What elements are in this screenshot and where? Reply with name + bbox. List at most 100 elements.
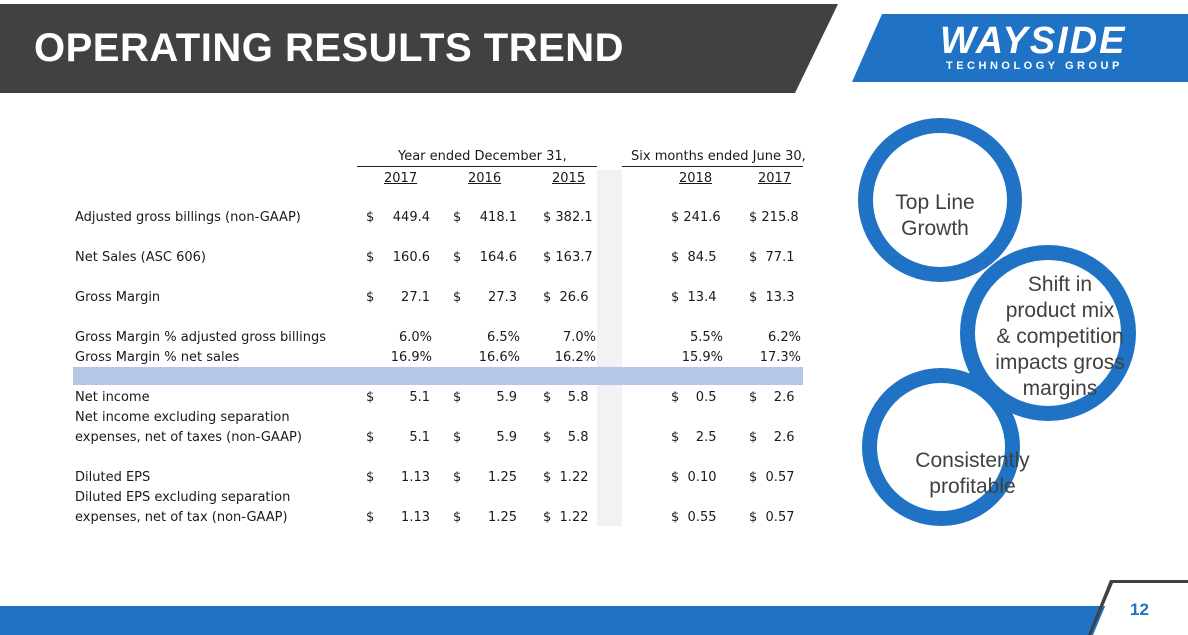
circle-line: Shift in (1027, 273, 1093, 296)
cell: 5.1 (409, 430, 430, 445)
row-label: Gross Margin % adjusted gross billings (75, 330, 327, 345)
circle-line: Growth (901, 217, 969, 240)
circle-line: impacts gross (995, 351, 1125, 374)
cell: 27.3 (488, 290, 517, 305)
cell: $ 2.5 (671, 430, 717, 445)
year-2018-six: 2018 (679, 171, 713, 186)
cell: $ 26.6 (543, 290, 589, 305)
circle-text-top-line: Top Line Growth (880, 190, 990, 242)
logo-wordmark: WAYSIDE (940, 20, 1127, 62)
cell: $ (366, 390, 375, 405)
cell: $ 77.1 (749, 250, 795, 265)
row-label: Diluted EPS excluding separation (75, 490, 291, 505)
circle-line: Top Line (895, 191, 975, 214)
cell: $ (453, 250, 462, 265)
cell: $ (366, 210, 375, 225)
cell: 5.9 (496, 430, 517, 445)
year-2017-six: 2017 (758, 171, 792, 186)
separator-band (73, 367, 803, 385)
cell: 27.1 (401, 290, 430, 305)
cell: 1.25 (488, 510, 517, 525)
logo-subtitle: TECHNOLOGY GROUP (946, 60, 1123, 72)
title-bar (0, 4, 838, 93)
cell: 449.4 (392, 210, 430, 225)
cell: $ (453, 470, 462, 485)
row-label-cont: expenses, net of tax (non-GAAP) (75, 510, 288, 525)
year-2017: 2017 (384, 171, 418, 186)
row-label: Net income excluding separation (75, 410, 290, 425)
circle-line: Consistently (915, 449, 1030, 472)
operating-results-table: Year ended December 31, Six months ended… (73, 149, 806, 526)
page-number: 12 (1130, 600, 1149, 619)
cell: $ (453, 390, 462, 405)
cell: $ 382.1 (543, 210, 593, 225)
row-label: Net Sales (ASC 606) (75, 250, 206, 265)
cell: 1.13 (401, 510, 430, 525)
header-rule-six (622, 166, 803, 167)
cell: $ (366, 470, 375, 485)
cell: $ (366, 290, 375, 305)
column-gap-shade (597, 170, 622, 526)
cell: $ (366, 510, 375, 525)
row-label: Gross Margin (75, 290, 161, 305)
cell: 15.9% (681, 350, 723, 365)
cell: 418.1 (479, 210, 517, 225)
cell: $ 0.55 (671, 510, 717, 525)
header-six-months: Six months ended June 30, (631, 149, 806, 164)
cell: $ (366, 250, 375, 265)
cell: 16.2% (554, 350, 596, 365)
cell: 5.1 (409, 390, 430, 405)
circle-line: profitable (929, 475, 1016, 498)
cell: $ 2.6 (749, 390, 795, 405)
cell: 16.6% (478, 350, 520, 365)
cell: $ 5.8 (543, 430, 589, 445)
circle-line: & competition (996, 325, 1124, 348)
cell: 6.0% (398, 330, 432, 345)
cell: $ 241.6 (671, 210, 721, 225)
footer-bar (0, 606, 1188, 635)
row-label: Net income (75, 390, 150, 405)
cell: $ 0.5 (671, 390, 717, 405)
circle-line: margins (1022, 377, 1098, 400)
row-label-cont: expenses, net of taxes (non-GAAP) (75, 430, 302, 445)
cell: 160.6 (392, 250, 430, 265)
cell: $ 2.6 (749, 430, 795, 445)
circle-shift-in-product-mix (960, 245, 1136, 421)
header-year-ended: Year ended December 31, (398, 149, 567, 164)
page-title: OPERATING RESULTS TREND (34, 26, 625, 70)
cell: $ 1.22 (543, 470, 589, 485)
cell: $ 163.7 (543, 250, 593, 265)
year-2015: 2015 (552, 171, 586, 186)
cell: $ (453, 510, 462, 525)
cell: 6.5% (486, 330, 520, 345)
row-label: Diluted EPS (75, 470, 151, 485)
cell: 1.13 (401, 470, 430, 485)
row-label: Adjusted gross billings (non-GAAP) (75, 210, 301, 225)
cell: $ 5.8 (543, 390, 589, 405)
cell: $ 1.22 (543, 510, 589, 525)
cell: 1.25 (488, 470, 517, 485)
cell: $ (453, 210, 462, 225)
cell: 16.9% (390, 350, 432, 365)
cell: $ (453, 290, 462, 305)
row-label: Gross Margin % net sales (75, 350, 240, 365)
logo-background (852, 14, 1188, 82)
cell: $ 13.4 (671, 290, 717, 305)
cell: $ (366, 430, 375, 445)
circle-line: product mix (1005, 299, 1115, 322)
circle-text-shift: Shift in product mix & competition impac… (980, 272, 1140, 402)
circle-text-profitable: Consistently profitable (900, 448, 1045, 500)
cell: 5.9 (496, 390, 517, 405)
cell: $ 215.8 (749, 210, 799, 225)
cell: $ 0.57 (749, 510, 795, 525)
cell: 7.0% (562, 330, 596, 345)
cell: $ (453, 430, 462, 445)
cell: $ 0.10 (671, 470, 717, 485)
year-2016: 2016 (468, 171, 502, 186)
header-rule-year (357, 166, 597, 167)
cell: 6.2% (767, 330, 801, 345)
cell: $ 84.5 (671, 250, 717, 265)
cell: 164.6 (479, 250, 517, 265)
cell: $ 0.57 (749, 470, 795, 485)
cell: 17.3% (759, 350, 801, 365)
